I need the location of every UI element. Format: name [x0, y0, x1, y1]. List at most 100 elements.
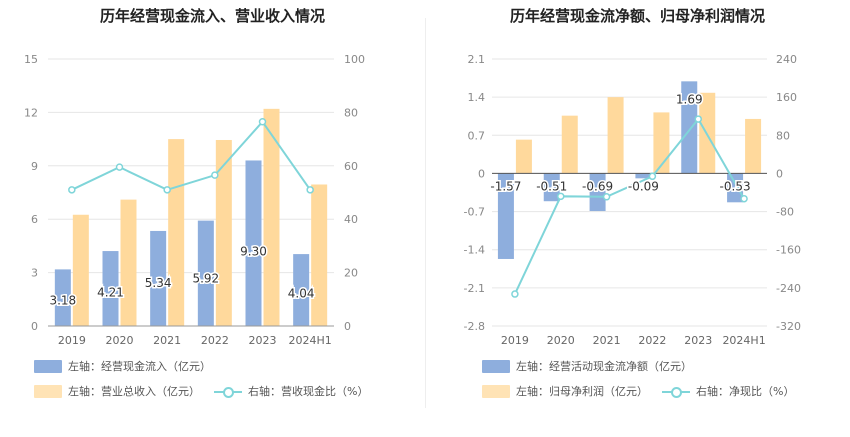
line-point: [68, 186, 76, 194]
right-axis-tick-label: -160: [776, 244, 801, 257]
bar-series-blue: [150, 230, 167, 326]
x-axis-tick-label: 2023: [249, 334, 277, 347]
bar-series-orange: [515, 139, 532, 174]
x-axis-tick-label: 2024H1: [289, 334, 332, 347]
legend-swatch-orange: [482, 384, 510, 398]
left-axis-tick-label: -1.4: [464, 244, 485, 257]
right-axis-tick-label: -240: [776, 282, 801, 295]
bar-series-orange: [745, 118, 762, 174]
left-chart-panel: 历年经营现金流入、营业收入情况: [99, 7, 325, 25]
panel-divider: [425, 18, 426, 408]
left-axis-tick-label: 0: [31, 320, 38, 333]
x-axis-tick-label: 2019: [501, 334, 529, 347]
right-legend-line[interactable]: 右轴：净现比（%）: [662, 383, 794, 399]
bar-series-blue: [293, 254, 310, 326]
x-axis-tick-label: 2022: [201, 334, 229, 347]
line-point: [163, 186, 171, 194]
legend-line-icon: [214, 385, 242, 398]
bar-data-label: 1.69: [676, 92, 703, 106]
bar-series-orange: [653, 112, 670, 174]
right-legend-blue-label: 左轴：经营活动现金流净额（亿元）: [516, 360, 692, 373]
right-axis-tick-label: 80: [776, 129, 790, 142]
left-axis-tick-label: 1.4: [468, 91, 486, 104]
right-legend-row-1: 左轴：经营活动现金流净额（亿元）: [482, 358, 706, 374]
legend-swatch-blue: [34, 359, 62, 373]
x-axis-tick-label: 2024H1: [722, 334, 765, 347]
right-axis-tick-label: 160: [776, 91, 797, 104]
bar-series-blue: [54, 269, 71, 326]
right-legend-blue[interactable]: 左轴：经营活动现金流净额（亿元）: [482, 358, 692, 374]
x-axis-tick-label: 2020: [106, 334, 134, 347]
right-axis-tick-label: 80: [344, 106, 358, 119]
left-legend-line-label: 右轴：营收现金比（%）: [248, 385, 369, 398]
right-axis-tick-label: -320: [776, 320, 801, 333]
right-axis-tick-label: 60: [344, 160, 358, 173]
bar-series-orange: [561, 115, 578, 174]
bar-data-label: -1.57: [490, 179, 521, 193]
bar-series-orange: [72, 214, 89, 326]
bar-series-orange: [607, 97, 624, 174]
left-axis-tick-label: 9: [31, 160, 38, 173]
bar-series-blue: [681, 81, 698, 174]
left-legend-orange[interactable]: 左轴：营业总收入（亿元）: [34, 383, 200, 399]
bar-data-label: -0.51: [536, 179, 567, 193]
line-point: [694, 115, 702, 123]
bar-data-label: 4.04: [288, 287, 315, 301]
left-axis-tick-label: 3: [31, 267, 38, 280]
right-chart-title: 历年经营现金流净额、归母净利润情况: [509, 7, 765, 25]
right-legend-orange[interactable]: 左轴：归母净利润（亿元）: [482, 383, 648, 399]
x-axis-tick-label: 2019: [58, 334, 86, 347]
bar-series-blue: [497, 173, 514, 259]
left-axis-tick-label: -2.1: [464, 282, 485, 295]
right-legend-line-label: 右轴：净现比（%）: [696, 385, 795, 398]
line-point: [740, 194, 748, 203]
left-axis-tick-label: 0.7: [468, 129, 486, 142]
x-axis-tick-label: 2020: [547, 334, 575, 347]
bar-series-orange: [263, 108, 280, 326]
bar-series-blue: [197, 220, 214, 326]
left-axis-tick-label: 6: [31, 213, 38, 226]
bar-series-orange: [215, 139, 232, 326]
legend-line-icon: [662, 385, 690, 398]
bar-series-blue: [727, 173, 744, 203]
left-axis-tick-label: 12: [24, 106, 38, 119]
bar-data-label: 5.34: [145, 276, 172, 290]
left-chart-title: 历年经营现金流入、营业收入情况: [99, 7, 325, 25]
left-legend-row-2: 左轴：营业总收入（亿元） 右轴：营收现金比（%）: [34, 383, 382, 399]
left-axis-tick-label: 2.1: [468, 53, 486, 66]
right-axis-tick-label: 40: [344, 213, 358, 226]
legend-swatch-orange: [34, 384, 62, 398]
bar-series-orange: [311, 184, 328, 326]
right-axis-tick-label: 20: [344, 267, 358, 280]
bar-series-blue: [589, 173, 606, 212]
line-point: [602, 193, 611, 201]
x-axis-tick-label: 2022: [638, 334, 666, 347]
right-legend-row-2: 左轴：归母净利润（亿元） 右轴：净现比（%）: [482, 383, 808, 399]
bar-series-orange: [168, 139, 185, 326]
bar-data-label: -0.69: [582, 179, 613, 193]
right-axis-tick-label: 100: [344, 53, 365, 66]
right-legend-orange-label: 左轴：归母净利润（亿元）: [516, 385, 648, 398]
left-axis-tick-label: 0: [478, 167, 485, 180]
left-legend-row-1: 左轴：经营现金流入（亿元）: [34, 358, 225, 374]
right-axis-tick-label: 0: [344, 320, 351, 333]
line-point: [557, 192, 565, 201]
line-point: [511, 290, 519, 298]
legend-swatch-blue: [482, 359, 510, 373]
x-axis-tick-label: 2023: [684, 334, 712, 347]
bar-data-label: 9.30: [240, 245, 267, 259]
left-axis-tick-label: -2.8: [464, 320, 485, 333]
bar-data-label: 5.92: [192, 272, 219, 286]
right-axis-tick-label: 240: [776, 53, 797, 66]
left-legend-line[interactable]: 右轴：营收现金比（%）: [214, 383, 368, 399]
bar-data-label: 4.21: [97, 285, 124, 299]
left-legend-orange-label: 左轴：营业总收入（亿元）: [68, 385, 200, 398]
bar-series-blue: [635, 173, 652, 179]
left-axis-tick-label: -0.7: [464, 206, 485, 219]
bar-series-blue: [543, 173, 560, 202]
x-axis-tick-label: 2021: [593, 334, 621, 347]
line-point: [211, 171, 219, 179]
line-point: [306, 186, 314, 194]
bar-data-label: 3.18: [49, 294, 76, 308]
left-legend-blue[interactable]: 左轴：经营现金流入（亿元）: [34, 358, 211, 374]
